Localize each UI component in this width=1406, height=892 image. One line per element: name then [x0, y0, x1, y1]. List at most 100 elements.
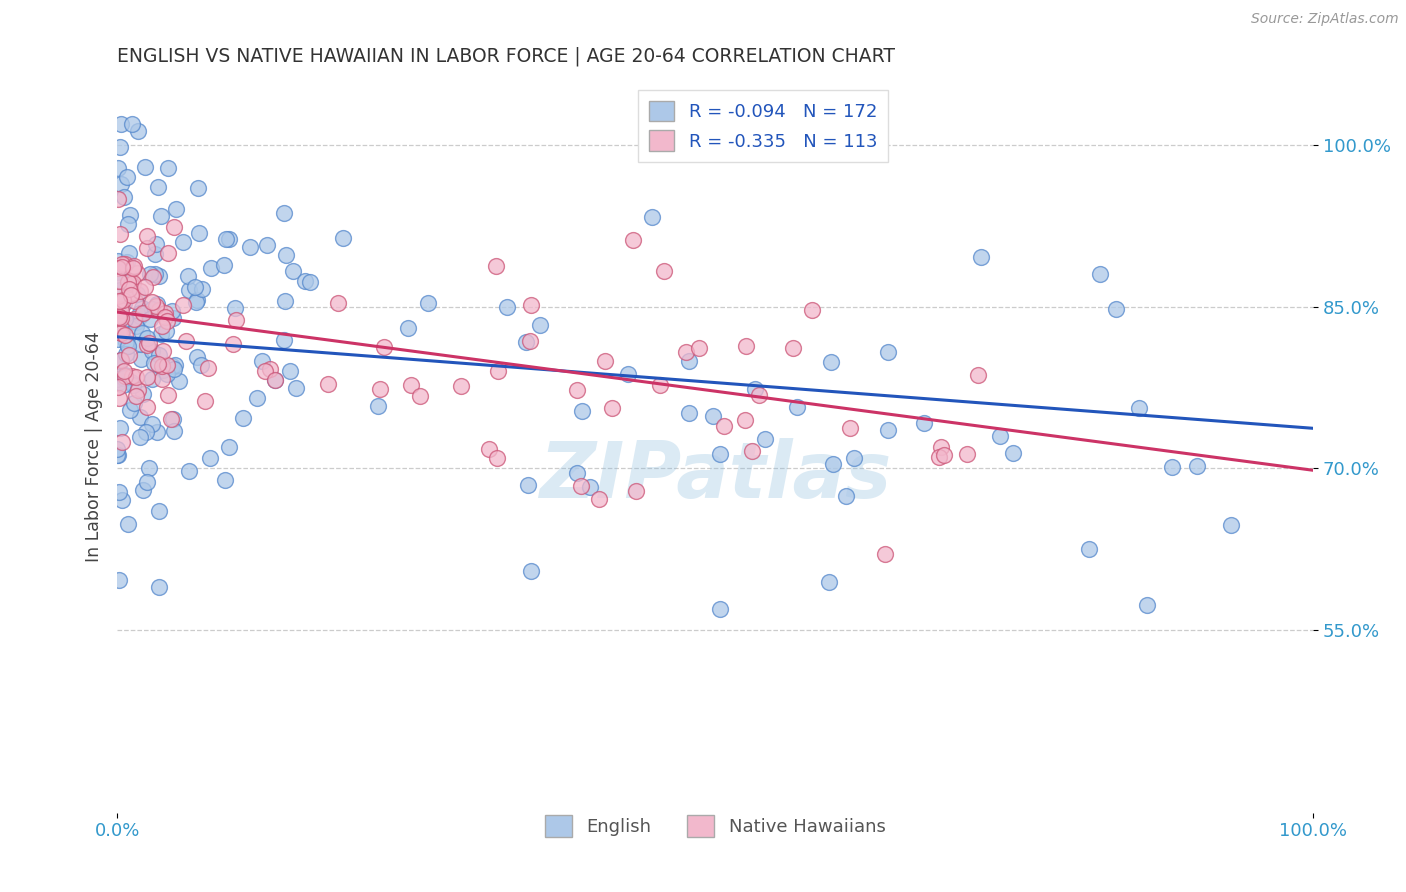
Point: [709, 447, 731, 461]
Point: [136, 337, 159, 351]
Point: [150, 371, 173, 385]
Point: [138, 336, 160, 351]
Point: [110, 295, 132, 310]
Point: [122, 261, 145, 276]
Point: [114, 368, 136, 383]
Point: [152, 343, 174, 358]
Point: [786, 401, 808, 415]
Point: [215, 232, 238, 246]
Point: [529, 318, 551, 332]
Point: [110, 274, 132, 288]
Point: [136, 400, 159, 414]
Point: [120, 208, 142, 222]
Point: [515, 334, 537, 349]
Point: [122, 396, 145, 410]
Text: Source: ZipAtlas.com: Source: ZipAtlas.com: [1251, 12, 1399, 26]
Point: [150, 359, 173, 373]
Point: [129, 351, 152, 366]
Point: [128, 430, 150, 444]
Point: [107, 332, 129, 346]
Point: [1001, 446, 1024, 460]
Point: [163, 358, 186, 372]
Point: [127, 123, 149, 137]
Point: [1105, 301, 1128, 316]
Point: [477, 442, 499, 456]
Point: [839, 420, 862, 434]
Point: [143, 356, 166, 370]
Point: [115, 169, 138, 184]
Point: [155, 324, 177, 338]
Point: [107, 375, 129, 389]
Point: [115, 347, 138, 361]
Point: [112, 293, 135, 307]
Point: [132, 387, 155, 401]
Point: [156, 161, 179, 176]
Point: [107, 310, 129, 324]
Point: [929, 440, 952, 454]
Point: [112, 378, 135, 392]
Point: [748, 388, 770, 402]
Point: [579, 480, 602, 494]
Point: [124, 315, 146, 329]
Point: [153, 310, 176, 324]
Point: [1078, 541, 1101, 556]
Point: [107, 161, 129, 175]
Point: [120, 277, 142, 291]
Point: [117, 339, 139, 353]
Point: [294, 274, 316, 288]
Point: [125, 370, 148, 384]
Point: [107, 448, 129, 462]
Point: [253, 364, 276, 378]
Point: [801, 303, 824, 318]
Point: [162, 412, 184, 426]
Point: [128, 409, 150, 424]
Point: [155, 306, 177, 320]
Point: [842, 450, 865, 465]
Point: [146, 180, 169, 194]
Point: [177, 464, 200, 478]
Point: [652, 264, 675, 278]
Point: [110, 117, 132, 131]
Point: [134, 280, 156, 294]
Point: [873, 547, 896, 561]
Point: [107, 322, 129, 336]
Point: [159, 412, 181, 426]
Point: [222, 336, 245, 351]
Point: [141, 417, 163, 431]
Point: [274, 294, 297, 309]
Point: [218, 440, 240, 454]
Point: [200, 261, 222, 276]
Point: [877, 345, 900, 359]
Point: [110, 434, 132, 449]
Point: [121, 117, 143, 131]
Point: [114, 369, 136, 384]
Point: [173, 235, 195, 249]
Point: [567, 383, 589, 397]
Point: [120, 375, 142, 389]
Point: [122, 259, 145, 273]
Point: [107, 265, 129, 279]
Point: [131, 301, 153, 315]
Point: [741, 444, 763, 458]
Point: [782, 341, 804, 355]
Point: [108, 326, 131, 340]
Point: [734, 413, 756, 427]
Point: [108, 391, 131, 405]
Point: [624, 483, 647, 498]
Point: [122, 377, 145, 392]
Point: [135, 241, 157, 255]
Point: [136, 228, 159, 243]
Point: [284, 381, 307, 395]
Point: [520, 564, 543, 578]
Point: [278, 364, 301, 378]
Point: [823, 458, 845, 472]
Point: [367, 400, 389, 414]
Point: [316, 376, 339, 391]
Point: [224, 301, 246, 315]
Point: [163, 424, 186, 438]
Point: [148, 504, 170, 518]
Point: [120, 287, 142, 301]
Point: [932, 448, 955, 462]
Point: [105, 354, 128, 368]
Point: [110, 309, 132, 323]
